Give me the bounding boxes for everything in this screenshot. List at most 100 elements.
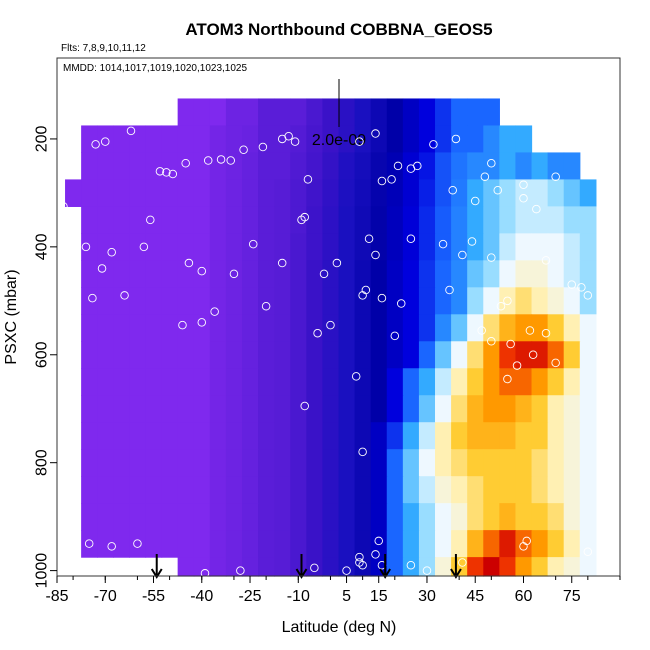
- heatmap-cell: [290, 557, 307, 577]
- heatmap-cell: [161, 341, 179, 369]
- heatmap-cell: [547, 530, 565, 558]
- heatmap-cell: [274, 368, 291, 396]
- heatmap-cell: [113, 476, 130, 504]
- observation-point: [506, 339, 515, 349]
- heatmap-cell: [531, 422, 549, 450]
- heatmap-cell: [274, 314, 291, 342]
- heatmap-cell: [531, 287, 549, 315]
- heatmap-cell: [225, 557, 243, 577]
- heatmap-cell: [579, 476, 597, 504]
- heatmap-cell: [145, 476, 163, 504]
- heatmap-cell: [113, 206, 130, 234]
- heatmap-cell: [563, 449, 581, 477]
- heatmap-cell: [258, 422, 275, 450]
- observation-point: [371, 550, 380, 559]
- heatmap-cell: [241, 557, 259, 577]
- observation-point: [371, 250, 380, 260]
- heatmap-cell: [435, 98, 452, 127]
- observation-point: [68, 142, 78, 152]
- dates-label: MMDD: 1014,1017,1019,1020,1023,1025: [63, 63, 247, 74]
- heatmap-cell: [129, 260, 147, 288]
- heatmap-cell: [209, 179, 227, 207]
- heatmap-cell: [370, 152, 388, 181]
- heatmap-cell: [435, 395, 452, 423]
- heatmap-cell: [241, 503, 259, 531]
- heatmap-cell: [563, 233, 581, 261]
- x-tick-label: -85: [45, 588, 68, 605]
- x-tick-label: 5: [342, 588, 351, 605]
- heatmap-cell: [225, 341, 243, 369]
- heatmap-cell: [483, 341, 500, 369]
- heatmap-cell: [499, 476, 517, 504]
- heatmap-cell: [81, 395, 98, 423]
- observation-point: [487, 158, 496, 168]
- observation-point: [422, 566, 432, 575]
- heatmap-cell: [209, 476, 227, 504]
- heatmap-cell: [81, 179, 98, 207]
- x-tick-label: 15: [370, 588, 388, 605]
- heatmap-cell: [451, 206, 468, 234]
- heatmap-cell: [193, 530, 211, 558]
- observation-point: [203, 156, 213, 165]
- heatmap-cell: [499, 557, 517, 577]
- heatmap-cell: [258, 503, 275, 531]
- heatmap-cell: [402, 503, 420, 531]
- heatmap-cell: [435, 314, 452, 342]
- heatmap-cell: [531, 341, 549, 369]
- heatmap-cell: [81, 530, 98, 558]
- heatmap-cell: [338, 206, 356, 234]
- observation-point: [178, 320, 187, 330]
- heatmap-cell: [322, 395, 340, 423]
- heatmap-cell: [402, 287, 420, 315]
- observation-point: [487, 253, 496, 262]
- heatmap-cell: [402, 476, 420, 504]
- heatmap-cell: [451, 314, 468, 342]
- heatmap-cell: [97, 287, 114, 315]
- observation-point: [512, 361, 522, 370]
- observation-point: [519, 542, 528, 551]
- heatmap-cell: [386, 395, 404, 423]
- heatmap-cell: [306, 557, 324, 577]
- heatmap-cell: [258, 206, 275, 234]
- heatmap-cell: [177, 530, 195, 558]
- heatmap-cell: [435, 503, 452, 531]
- observation-point: [300, 401, 309, 411]
- heatmap-cell: [322, 557, 340, 577]
- x-tick-label: -40: [190, 588, 213, 605]
- heatmap-cell: [467, 179, 484, 207]
- observation-point: [297, 215, 306, 225]
- heatmap-cell: [274, 395, 291, 423]
- heatmap-cell: [531, 530, 549, 558]
- heatmap-cell: [386, 368, 404, 396]
- heatmap-cell: [145, 233, 163, 261]
- heatmap-cell: [274, 476, 291, 504]
- heatmap-cell: [563, 422, 581, 450]
- heatmap-cell: [274, 233, 291, 261]
- observation-point: [210, 307, 219, 316]
- heatmap-cell: [97, 422, 114, 450]
- observation-point: [406, 560, 416, 570]
- heatmap-cell: [274, 98, 291, 127]
- heatmap-cell: [306, 503, 324, 531]
- y-tick-label: 400: [34, 233, 51, 260]
- heatmap-cell: [193, 206, 211, 234]
- heatmap-cell: [418, 368, 436, 396]
- heatmap-cell: [547, 233, 565, 261]
- scale-bar: 2.0e-09: [312, 79, 366, 149]
- heatmap-cell: [322, 98, 340, 127]
- heatmap-cell: [563, 206, 581, 234]
- x-tick-label: -55: [142, 588, 165, 605]
- heatmap-cell: [386, 206, 404, 234]
- heatmap-cell: [306, 98, 324, 127]
- observation-point: [458, 558, 467, 567]
- heatmap-cell: [483, 287, 500, 315]
- heatmap-cell: [467, 125, 484, 154]
- heatmap-cell: [129, 422, 147, 450]
- heatmap-cell: [161, 206, 179, 234]
- heatmap-cell: [354, 125, 372, 154]
- heatmap-cell: [322, 422, 340, 450]
- observation-point: [59, 202, 68, 211]
- heatmap-cell: [483, 476, 500, 504]
- heatmap-cell: [402, 449, 420, 477]
- heatmap-cell: [258, 125, 275, 154]
